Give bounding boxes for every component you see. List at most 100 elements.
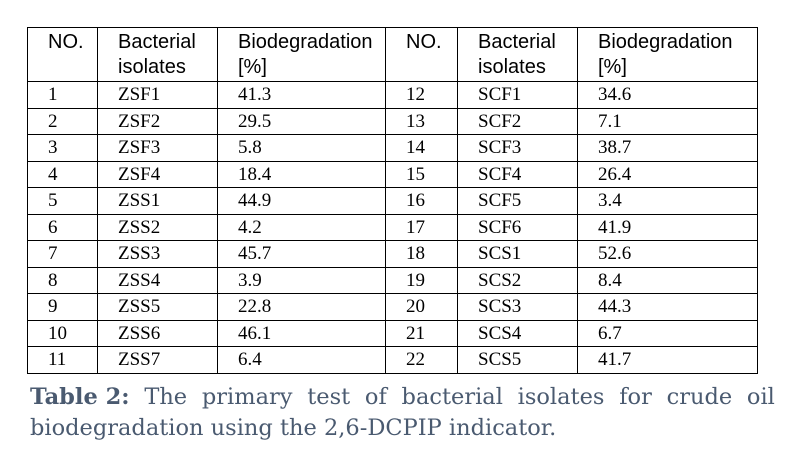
cell-isolate-right: SCF1 <box>457 81 578 109</box>
caption-line-2: biodegradation using the 2,6-DCPIP indic… <box>30 415 557 441</box>
cell-biodegradation-right: 3.4 <box>577 187 758 215</box>
table-row: 8 ZSS4 3.9 19 SCS2 8.4 <box>27 266 758 294</box>
cell-biodegradation-left: 41.3 <box>217 81 386 109</box>
cell-biodegradation-right: 41.7 <box>577 346 758 374</box>
table-row: 2 ZSF2 29.5 13 SCF2 7.1 <box>27 107 758 135</box>
caption-word: bacterial <box>401 384 503 410</box>
header-no-left: NO. <box>27 27 98 82</box>
cell-isolate-right: SCF5 <box>457 187 578 215</box>
cell-no-right: 18 <box>385 240 458 268</box>
cell-isolate-left: ZSS4 <box>97 266 218 294</box>
cell-no-left: 6 <box>27 213 98 241</box>
table-row: 7 ZSS3 45.7 18 SCS1 52.6 <box>27 240 758 268</box>
cell-isolate-left: ZSS3 <box>97 240 218 268</box>
cell-no-left: 3 <box>27 134 98 162</box>
header-biodegradation-right: Biodegradation [%] <box>577 27 758 82</box>
table-row: 1 ZSF1 41.3 12 SCF1 34.6 <box>27 81 758 109</box>
table-row: 10 ZSS6 46.1 21 SCS4 6.7 <box>27 319 758 347</box>
cell-no-left: 7 <box>27 240 98 268</box>
table-row: 3 ZSF3 5.8 14 SCF3 38.7 <box>27 134 758 162</box>
cell-biodegradation-right: 52.6 <box>577 240 758 268</box>
table-caption: Table 2: The primary test of bacterial isolat… <box>30 382 775 444</box>
caption-word: test <box>307 384 351 410</box>
cell-isolate-right: SCS5 <box>457 346 578 374</box>
cell-biodegradation-left: 6.4 <box>217 346 386 374</box>
cell-biodegradation-right: 38.7 <box>577 134 758 162</box>
caption-label: Table 2: <box>30 384 130 410</box>
cell-no-left: 4 <box>27 160 98 188</box>
cell-biodegradation-left: 18.4 <box>217 160 386 188</box>
header-no-right: NO. <box>385 27 458 82</box>
cell-no-right: 22 <box>385 346 458 374</box>
cell-no-right: 15 <box>385 160 458 188</box>
cell-no-right: 13 <box>385 107 458 135</box>
caption-line-1: Table 2: The primary test of bacterial isolat… <box>30 382 775 413</box>
cell-no-right: 21 <box>385 319 458 347</box>
cell-no-left: 5 <box>27 187 98 215</box>
caption-word: crude <box>666 384 733 410</box>
caption-word: The <box>144 384 188 410</box>
table-row: 6 ZSS2 4.2 17 SCF6 41.9 <box>27 213 758 241</box>
cell-isolate-right: SCS2 <box>457 266 578 294</box>
cell-isolate-right: SCF2 <box>457 107 578 135</box>
cell-isolate-left: ZSS7 <box>97 346 218 374</box>
cell-no-right: 19 <box>385 266 458 294</box>
cell-biodegradation-right: 44.3 <box>577 293 758 321</box>
cell-isolate-right: SCS1 <box>457 240 578 268</box>
table-container: NO. Bacterial isolates Biodegradation [%] … <box>27 27 758 374</box>
cell-biodegradation-left: 44.9 <box>217 187 386 215</box>
cell-isolate-right: SCF4 <box>457 160 578 188</box>
biodegradation-table: NO. Bacterial isolates Biodegradation [%] … <box>27 27 758 374</box>
cell-biodegradation-right: 34.6 <box>577 81 758 109</box>
caption-word: isolates <box>517 384 605 410</box>
cell-isolate-left: ZSF1 <box>97 81 218 109</box>
header-biodegradation-left: Biodegradation [%] <box>217 27 386 82</box>
cell-no-right: 12 <box>385 81 458 109</box>
cell-biodegradation-left: 4.2 <box>217 213 386 241</box>
cell-biodegradation-left: 22.8 <box>217 293 386 321</box>
table-header-row: NO. Bacterial isolates Biodegradation [%] … <box>27 27 758 82</box>
cell-no-right: 14 <box>385 134 458 162</box>
cell-biodegradation-left: 3.9 <box>217 266 386 294</box>
caption-word: of <box>364 384 387 410</box>
cell-no-left: 10 <box>27 319 98 347</box>
cell-isolate-left: ZSF2 <box>97 107 218 135</box>
table-row: 4 ZSF4 18.4 15 SCF4 26.4 <box>27 160 758 188</box>
table-row: 11 ZSS7 6.4 22 SCS5 41.7 <box>27 346 758 374</box>
cell-isolate-left: ZSF3 <box>97 134 218 162</box>
cell-no-left: 2 <box>27 107 98 135</box>
cell-no-left: 1 <box>27 81 98 109</box>
cell-biodegradation-left: 5.8 <box>217 134 386 162</box>
caption-word: oil <box>746 384 775 410</box>
table-body: 1 ZSF1 41.3 12 SCF1 34.6 2 ZSF2 29.5 13 SCF2 7.1 3 ZS… <box>27 81 758 374</box>
cell-no-left: 9 <box>27 293 98 321</box>
caption-word: for <box>619 384 652 410</box>
header-isolates-left: Bacterial isolates <box>97 27 218 82</box>
cell-isolate-left: ZSF4 <box>97 160 218 188</box>
cell-no-right: 17 <box>385 213 458 241</box>
cell-biodegradation-left: 29.5 <box>217 107 386 135</box>
cell-isolate-right: SCF6 <box>457 213 578 241</box>
cell-isolate-right: SCS4 <box>457 319 578 347</box>
cell-biodegradation-right: 7.1 <box>577 107 758 135</box>
cell-biodegradation-right: 41.9 <box>577 213 758 241</box>
cell-biodegradation-right: 8.4 <box>577 266 758 294</box>
cell-biodegradation-left: 46.1 <box>217 319 386 347</box>
cell-biodegradation-right: 26.4 <box>577 160 758 188</box>
cell-biodegradation-right: 6.7 <box>577 319 758 347</box>
cell-isolate-right: SCF3 <box>457 134 578 162</box>
cell-isolate-left: ZSS6 <box>97 319 218 347</box>
caption-word: primary <box>201 384 293 410</box>
cell-biodegradation-left: 45.7 <box>217 240 386 268</box>
cell-no-left: 8 <box>27 266 98 294</box>
cell-isolate-left: ZSS1 <box>97 187 218 215</box>
table-row: 9 ZSS5 22.8 20 SCS3 44.3 <box>27 293 758 321</box>
cell-isolate-left: ZSS2 <box>97 213 218 241</box>
cell-no-left: 11 <box>27 346 98 374</box>
cell-isolate-right: SCS3 <box>457 293 578 321</box>
cell-no-right: 20 <box>385 293 458 321</box>
cell-no-right: 16 <box>385 187 458 215</box>
header-isolates-right: Bacterial isolates <box>457 27 578 82</box>
table-row: 5 ZSS1 44.9 16 SCF5 3.4 <box>27 187 758 215</box>
cell-isolate-left: ZSS5 <box>97 293 218 321</box>
